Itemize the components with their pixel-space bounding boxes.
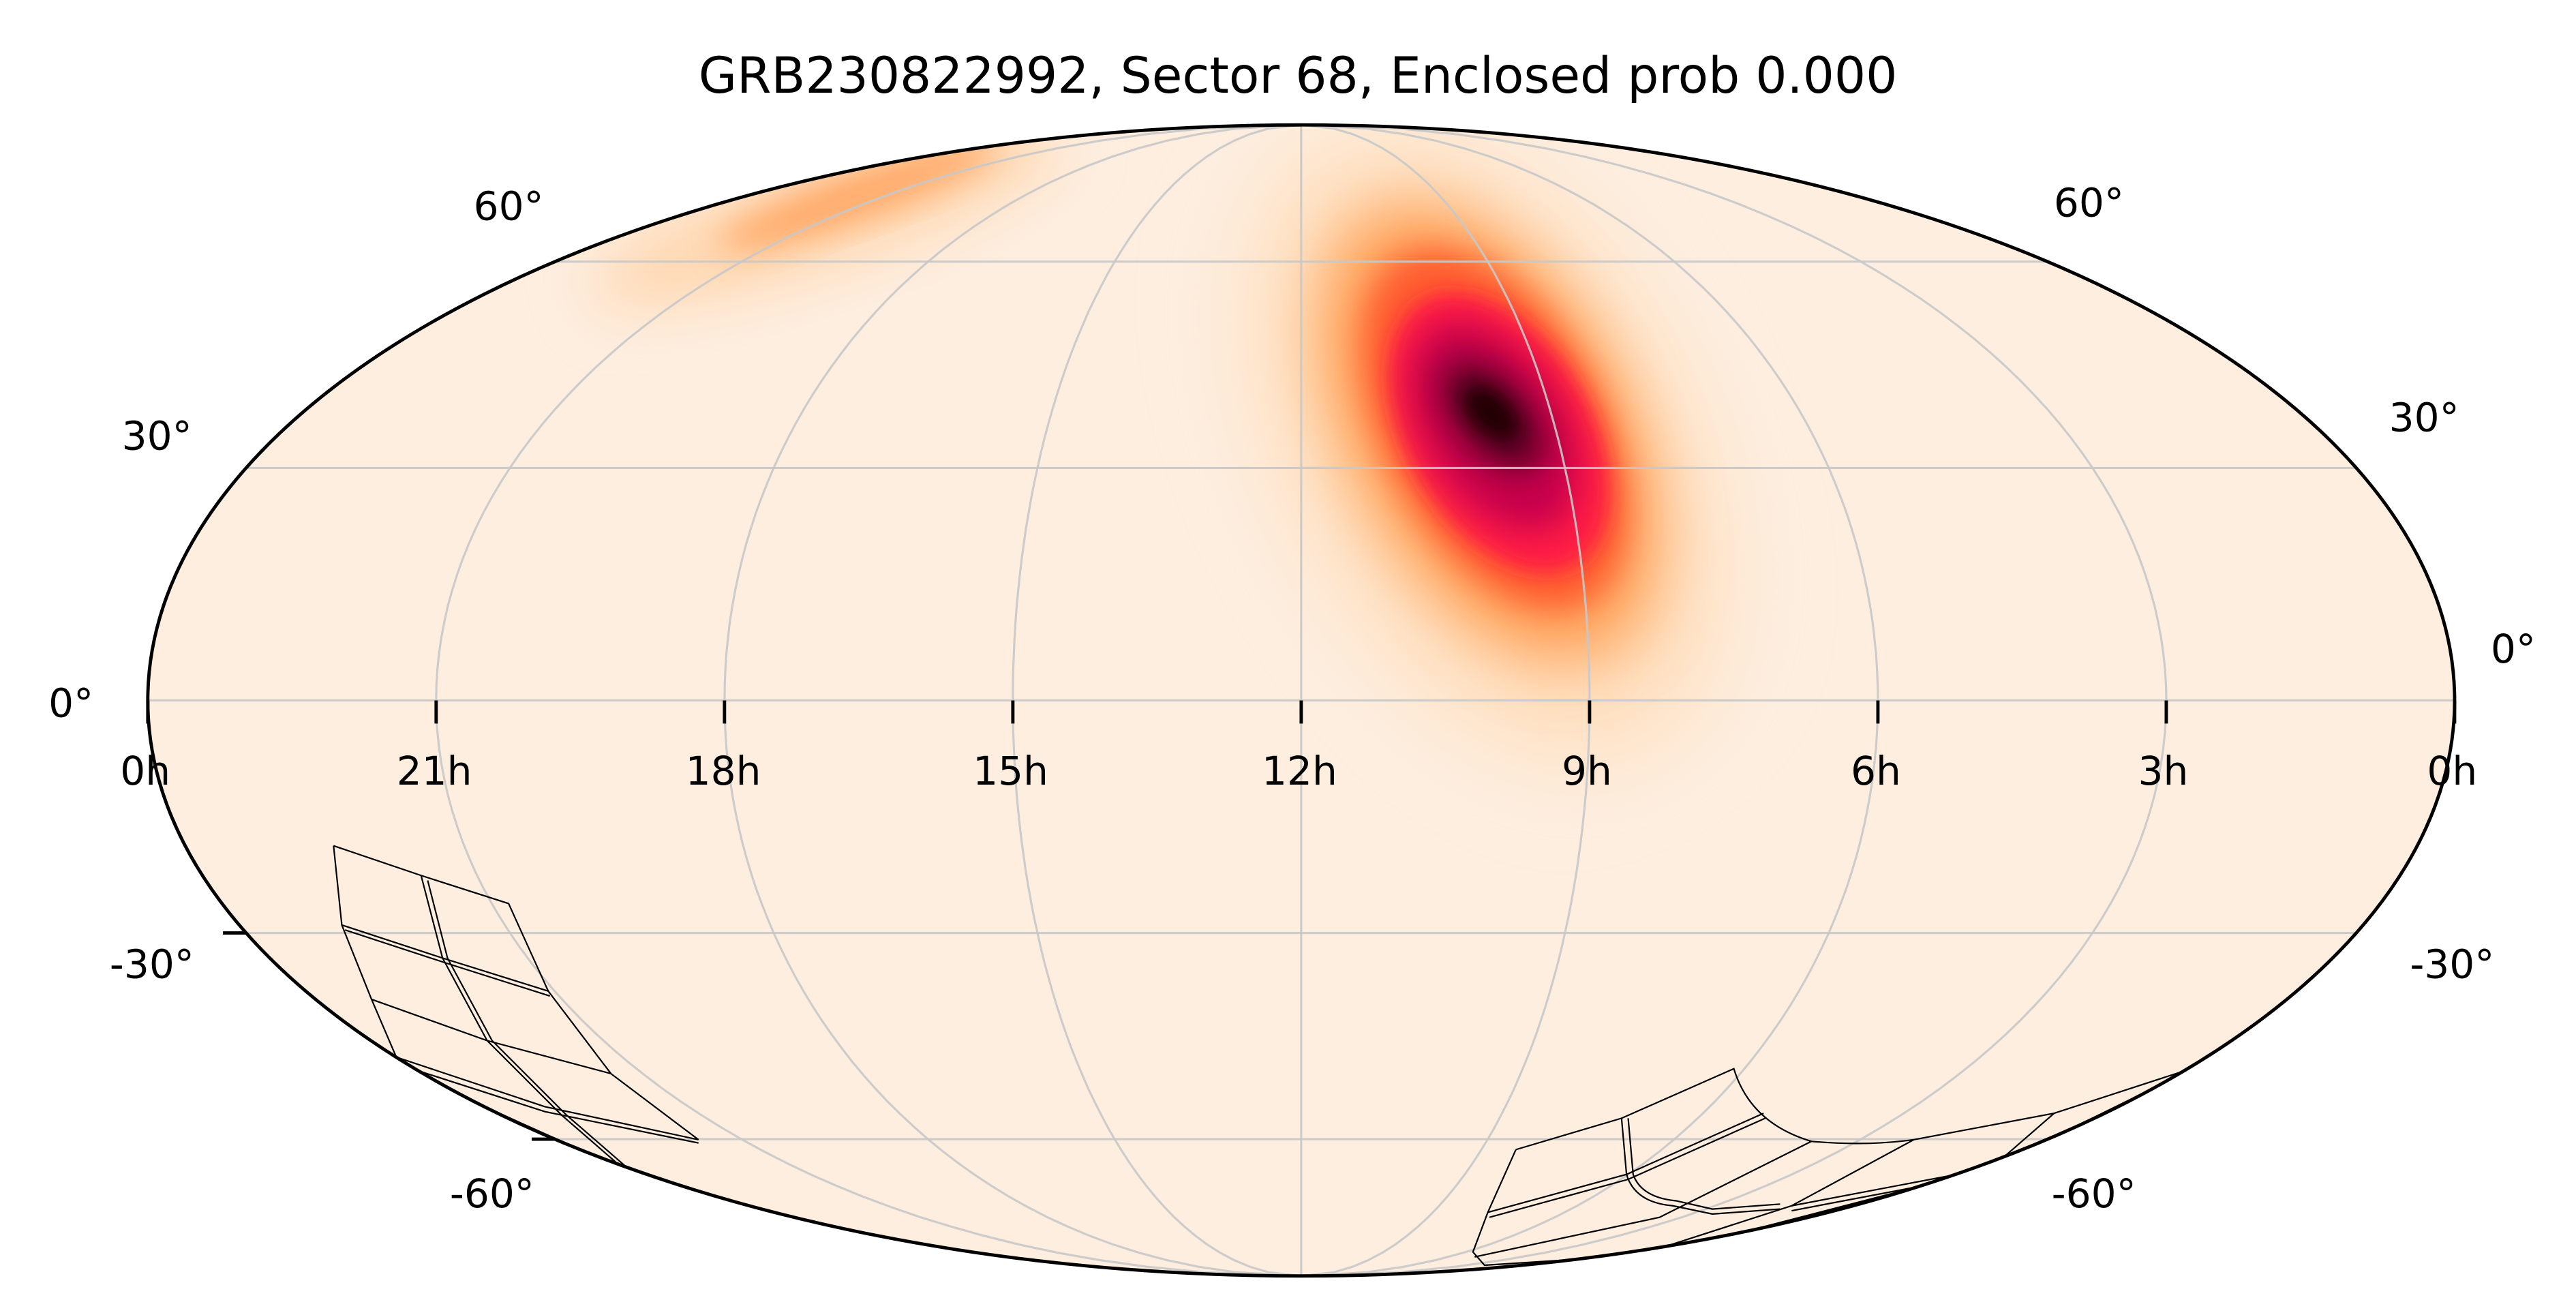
dec-tick-label: 60° <box>2054 180 2124 226</box>
dec-tick-label: 30° <box>122 412 192 459</box>
dec-tick-label: -30° <box>110 941 194 987</box>
dec-tick-label: 0° <box>2491 626 2536 672</box>
dec-tick-label: -30° <box>2410 941 2494 987</box>
ra-tick-label: 15h <box>973 748 1048 794</box>
probability-map <box>147 125 2455 1276</box>
secondary-lobe <box>589 125 1062 305</box>
main-lobe <box>1258 141 1715 751</box>
dec-tick-label: -60° <box>2052 1170 2136 1217</box>
dec-tick-labels-left: 60° 30° 0° -30° -60° <box>48 183 543 1218</box>
chart-title: GRB230822992, Sector 68, Enclosed prob 0… <box>699 48 1898 105</box>
ra-tick-label: 9h <box>1562 748 1612 794</box>
ra-tick-label: 12h <box>1262 748 1337 794</box>
dec-tick-label: 60° <box>474 183 544 230</box>
ra-tick-label: 6h <box>1851 748 1901 794</box>
ra-tick-label: 0h <box>120 748 170 794</box>
axis-ticks <box>146 700 2457 1141</box>
ra-tick-label: 18h <box>686 748 761 794</box>
dec-tick-label: 30° <box>2389 395 2459 441</box>
dec-tick-label: -60° <box>450 1170 534 1217</box>
graticule <box>147 125 2455 1276</box>
ra-tick-label: 3h <box>2138 748 2188 794</box>
sector-footprint-left <box>333 845 925 1276</box>
dec-tick-labels-right: 60° 30° 0° -30° -60° <box>2052 180 2536 1217</box>
ra-tick-label: 21h <box>397 748 472 794</box>
ra-tick-labels: 0h 21h 18h 15h 12h 9h 6h 3h 0h <box>120 748 2477 794</box>
ra-tick-label: 0h <box>2427 748 2477 794</box>
dec-tick-label: 0° <box>48 680 93 727</box>
map-border <box>146 123 2457 1278</box>
